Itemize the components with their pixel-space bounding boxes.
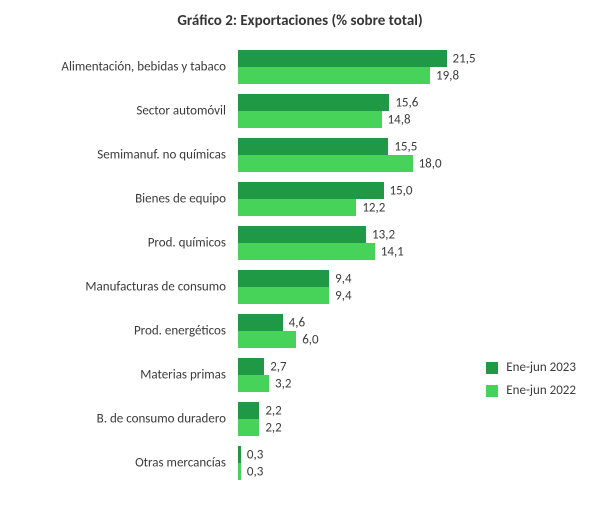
bar-value-label: 9,4 bbox=[335, 288, 351, 303]
bar-value-label: 21,5 bbox=[453, 51, 476, 66]
category-label: Prod. energéticos bbox=[10, 325, 232, 340]
category-label: Materias primas bbox=[10, 369, 232, 384]
bar-2022: 12,2 bbox=[238, 199, 356, 216]
bar-value-label: 15,6 bbox=[395, 95, 418, 110]
bar-value-label: 12,2 bbox=[362, 200, 385, 215]
bar-pair: 0,3 0,3 bbox=[238, 446, 241, 482]
bar-value-label: 6,0 bbox=[302, 332, 318, 347]
bar-value-label: 19,8 bbox=[436, 68, 459, 83]
bar-pair: 4,6 6,0 bbox=[238, 314, 296, 350]
bar-2022: 2,2 bbox=[238, 419, 259, 436]
bar-value-label: 2,7 bbox=[270, 359, 286, 374]
bar-pair: 15,5 18,0 bbox=[238, 138, 413, 174]
bar-pair: 21,5 19,8 bbox=[238, 50, 447, 86]
category-label: Bienes de equipo bbox=[10, 193, 232, 208]
legend-label: Ene-jun 2022 bbox=[506, 383, 576, 398]
bar-pair: 15,0 12,2 bbox=[238, 182, 384, 218]
bar-2023: 15,6 bbox=[238, 94, 389, 111]
chart-area: Alimentación, bebidas y tabaco 21,5 19,8… bbox=[10, 48, 600, 484]
category-row: Bienes de equipo 15,0 12,2 bbox=[10, 180, 600, 220]
category-label: Sector automóvil bbox=[10, 105, 232, 120]
bar-value-label: 14,1 bbox=[381, 244, 404, 259]
bar-2023: 4,6 bbox=[238, 314, 283, 331]
bar-value-label: 13,2 bbox=[372, 227, 395, 242]
bar-value-label: 15,0 bbox=[390, 183, 413, 198]
category-row: B. de consumo duradero 2,2 2,2 bbox=[10, 400, 600, 440]
bar-value-label: 9,4 bbox=[335, 271, 351, 286]
bar-value-label: 15,5 bbox=[394, 139, 417, 154]
bar-2022: 6,0 bbox=[238, 331, 296, 348]
legend-swatch-2022 bbox=[486, 385, 498, 397]
bar-2023: 2,2 bbox=[238, 402, 259, 419]
bar-2022: 14,8 bbox=[238, 111, 382, 128]
bar-value-label: 14,8 bbox=[388, 112, 411, 127]
bar-pair: 9,4 9,4 bbox=[238, 270, 329, 306]
category-label: Semimanuf. no químicas bbox=[10, 149, 232, 164]
bar-value-label: 2,2 bbox=[265, 403, 281, 418]
bar-2023: 13,2 bbox=[238, 226, 366, 243]
bar-2022: 19,8 bbox=[238, 67, 430, 84]
bar-pair: 13,2 14,1 bbox=[238, 226, 375, 262]
category-row: Otras mercancías 0,3 0,3 bbox=[10, 444, 600, 484]
legend-item-2023: Ene-jun 2023 bbox=[486, 360, 576, 375]
bar-pair: 15,6 14,8 bbox=[238, 94, 389, 130]
bar-pair: 2,2 2,2 bbox=[238, 402, 259, 438]
category-label: Alimentación, bebidas y tabaco bbox=[10, 61, 232, 76]
bar-value-label: 4,6 bbox=[289, 315, 305, 330]
bar-2022: 3,2 bbox=[238, 375, 269, 392]
category-row: Alimentación, bebidas y tabaco 21,5 19,8 bbox=[10, 48, 600, 88]
legend-item-2022: Ene-jun 2022 bbox=[486, 383, 576, 398]
category-row: Semimanuf. no químicas 15,5 18,0 bbox=[10, 136, 600, 176]
bar-value-label: 0,3 bbox=[247, 464, 263, 479]
category-label: Otras mercancías bbox=[10, 457, 232, 472]
bar-2022: 0,3 bbox=[238, 463, 241, 480]
category-row: Prod. energéticos 4,6 6,0 bbox=[10, 312, 600, 352]
bar-value-label: 18,0 bbox=[419, 156, 442, 171]
category-label: Manufacturas de consumo bbox=[10, 281, 232, 296]
category-row: Prod. químicos 13,2 14,1 bbox=[10, 224, 600, 264]
category-row: Manufacturas de consumo 9,4 9,4 bbox=[10, 268, 600, 308]
bar-2023: 9,4 bbox=[238, 270, 329, 287]
bar-2022: 18,0 bbox=[238, 155, 413, 172]
category-label: B. de consumo duradero bbox=[10, 413, 232, 428]
bar-2023: 0,3 bbox=[238, 446, 241, 463]
bar-value-label: 2,2 bbox=[265, 420, 281, 435]
chart-title: Gráfico 2: Exportaciones (% sobre total) bbox=[0, 0, 600, 40]
bar-2023: 15,0 bbox=[238, 182, 384, 199]
legend-swatch-2023 bbox=[486, 362, 498, 374]
bar-2023: 2,7 bbox=[238, 358, 264, 375]
bar-2023: 15,5 bbox=[238, 138, 388, 155]
category-row: Sector automóvil 15,6 14,8 bbox=[10, 92, 600, 132]
bar-2023: 21,5 bbox=[238, 50, 447, 67]
bar-value-label: 0,3 bbox=[247, 447, 263, 462]
bar-2022: 9,4 bbox=[238, 287, 329, 304]
legend: Ene-jun 2023 Ene-jun 2022 bbox=[486, 360, 576, 406]
bar-value-label: 3,2 bbox=[275, 376, 291, 391]
category-label: Prod. químicos bbox=[10, 237, 232, 252]
bar-2022: 14,1 bbox=[238, 243, 375, 260]
bar-pair: 2,7 3,2 bbox=[238, 358, 269, 394]
legend-label: Ene-jun 2023 bbox=[506, 360, 576, 375]
